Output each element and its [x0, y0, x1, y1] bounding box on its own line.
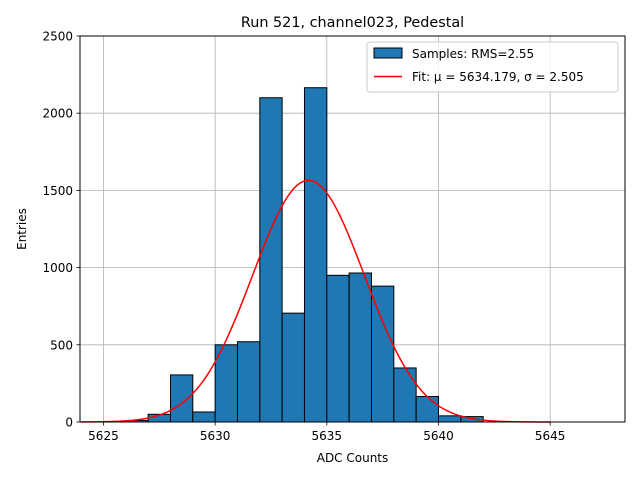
legend-box [366, 41, 619, 93]
legend-label-fit: Fit: μ = 5634.179, σ = 2.505 [412, 70, 584, 84]
x-axis-ticks: 5625 5630 5635 5640 5645 [88, 422, 565, 443]
y-tick-label: 2000 [42, 107, 73, 121]
histogram-bar [370, 285, 395, 423]
x-tick-label: 5645 [535, 429, 566, 443]
y-tick-label: 500 [50, 338, 73, 352]
plot-frame [79, 35, 626, 423]
histogram-bar [281, 312, 305, 423]
histogram-bar [326, 274, 350, 423]
legend: Samples: RMS=2.55 Fit: μ = 5634.179, σ =… [366, 41, 619, 93]
y-axis-title: Entries [15, 208, 29, 250]
y-tick-label: 2500 [42, 30, 73, 44]
histogram-bar [415, 396, 439, 423]
y-tick-label: 0 [65, 416, 73, 430]
x-tick-label: 5630 [200, 429, 231, 443]
histogram-bar [236, 341, 261, 423]
histogram-bar [393, 367, 417, 423]
x-tick-label: 5635 [312, 429, 343, 443]
y-tick-label: 1000 [42, 261, 73, 275]
histogram-bars [125, 87, 484, 423]
x-axis-title: ADC Counts [317, 451, 389, 465]
x-tick-label: 5640 [423, 429, 454, 443]
legend-histogram-swatch [373, 47, 403, 59]
legend-label-samples: Samples: RMS=2.55 [412, 47, 534, 61]
x-tick-label: 5625 [88, 429, 119, 443]
y-tick-label: 1500 [42, 184, 73, 198]
histogram-bar [169, 374, 194, 423]
histogram-bar [437, 415, 462, 423]
y-axis-ticks: 0 500 1000 1500 2000 2500 [42, 30, 80, 430]
histogram-bar [348, 272, 372, 423]
histogram-bar [192, 411, 216, 423]
chart-title: Run 521, channel023, Pedestal [241, 15, 464, 31]
histogram-bar [303, 87, 328, 423]
histogram-bar [259, 97, 283, 423]
gaussian-fit-line [81, 179, 551, 423]
